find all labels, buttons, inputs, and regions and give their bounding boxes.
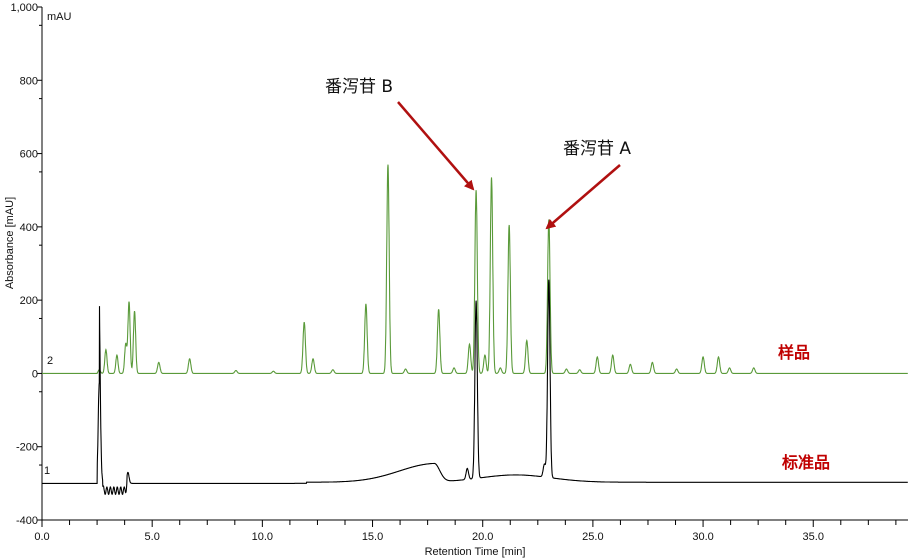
- x-axis-label: Retention Time [min]: [425, 546, 526, 558]
- y-tick-label: 600: [20, 149, 38, 161]
- x-tick-label: 0.0: [34, 531, 49, 543]
- unit-label: mAU: [47, 11, 72, 23]
- annotation-sennoside-b: 番泻苷 B: [325, 77, 393, 97]
- y-tick-label: 800: [20, 75, 38, 87]
- legend-sample: 样品: [778, 343, 810, 362]
- legend-standard: 标准品: [781, 453, 830, 472]
- y-axis-label: Absorbance [mAU]: [4, 197, 16, 289]
- y-tick-label: 1,000: [10, 2, 38, 14]
- sample-trace: [42, 164, 908, 375]
- x-tick-label: 15.0: [362, 531, 383, 543]
- y-tick-label: 400: [20, 222, 38, 234]
- x-tick-label: 10.0: [252, 531, 273, 543]
- x-tick-label: 5.0: [145, 531, 160, 543]
- x-tick-label: 30.0: [692, 531, 713, 543]
- annotation-sennoside-a: 番泻苷 A: [563, 139, 631, 159]
- arrow-sennoside-b: [397, 101, 475, 191]
- y-tick-label: -200: [16, 442, 38, 454]
- x-tick-label: 35.0: [803, 531, 824, 543]
- y-tick-label: 200: [20, 295, 38, 307]
- arrow-sennoside-a: [545, 164, 621, 230]
- trace-marker-1: 1: [44, 465, 50, 477]
- x-tick-label: 20.0: [472, 531, 493, 543]
- y-tick-label: -400: [16, 515, 38, 527]
- trace-marker-2: 2: [47, 355, 53, 367]
- standard-trace: [42, 279, 908, 496]
- y-tick-label: 0: [32, 368, 38, 380]
- x-tick-label: 25.0: [582, 531, 603, 543]
